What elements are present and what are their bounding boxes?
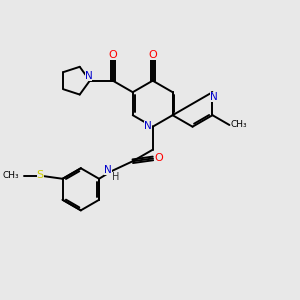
Text: CH₃: CH₃ (2, 172, 19, 181)
Text: O: O (154, 153, 163, 164)
Text: N: N (144, 121, 152, 131)
Text: H: H (112, 172, 120, 182)
Text: N: N (210, 92, 218, 102)
Text: N: N (85, 71, 92, 81)
Text: O: O (108, 50, 117, 60)
Text: N: N (104, 165, 112, 175)
Text: CH₃: CH₃ (231, 121, 248, 130)
Text: O: O (148, 50, 157, 60)
Text: S: S (37, 169, 44, 180)
